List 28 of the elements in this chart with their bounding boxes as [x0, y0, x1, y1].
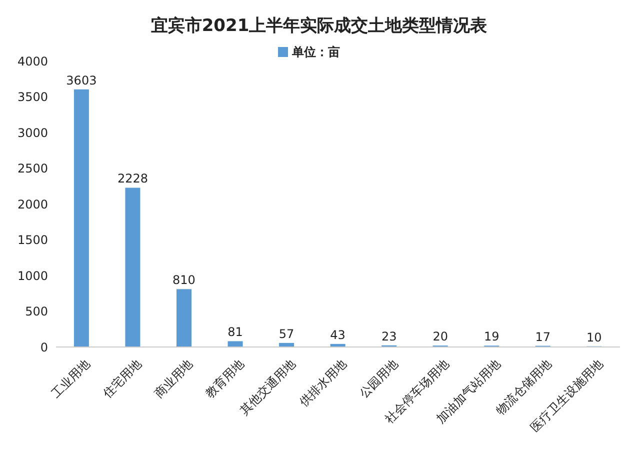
y-tick-label: 500 — [25, 304, 48, 319]
y-tick-label: 3000 — [17, 126, 48, 140]
data-label: 10 — [586, 330, 602, 344]
x-tick-label: 商业用地 — [152, 356, 196, 400]
data-label: 810 — [172, 273, 196, 288]
data-label: 2228 — [117, 172, 148, 186]
data-label: 81 — [228, 325, 243, 340]
y-tick-label: 2000 — [17, 197, 48, 212]
y-tick-label: 1500 — [17, 233, 48, 248]
x-tick-label: 供排水用地 — [296, 356, 350, 409]
data-label: 19 — [484, 330, 500, 344]
y-tick-label: 4000 — [17, 54, 48, 68]
y-tick-label: 1000 — [17, 268, 48, 283]
legend-label: 单位：亩 — [292, 45, 340, 59]
x-tick-label: 公园用地 — [356, 356, 400, 400]
x-tick-label: 教育用地 — [202, 356, 247, 400]
data-label: 57 — [278, 326, 294, 341]
y-tick-label: 2500 — [17, 162, 48, 176]
data-label: 23 — [381, 329, 397, 344]
y-tick-label: 0 — [40, 340, 48, 354]
data-label: 43 — [330, 328, 346, 342]
data-label: 3603 — [66, 73, 97, 88]
chart-title: 宜宾市2021上半年实际成交土地类型情况表 — [150, 15, 488, 37]
x-tick-label: 住宅用地 — [100, 356, 144, 402]
x-tick-label: 工业用地 — [48, 356, 93, 400]
data-label: 20 — [432, 330, 448, 344]
data-label: 17 — [535, 330, 551, 344]
y-tick-label: 3500 — [17, 90, 48, 104]
